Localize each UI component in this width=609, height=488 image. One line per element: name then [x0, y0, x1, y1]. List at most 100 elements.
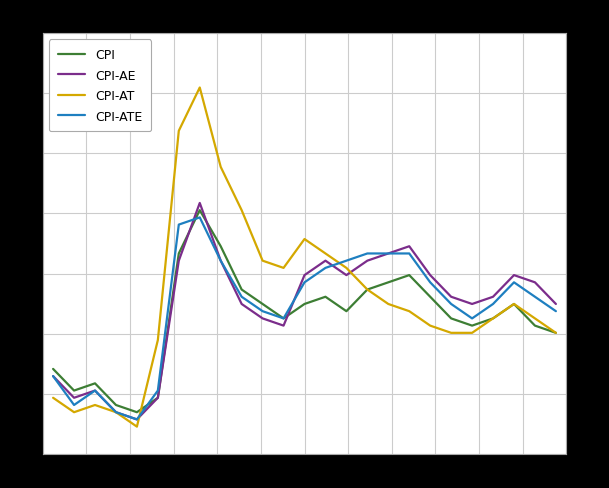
CPI [280, 316, 287, 322]
CPI-AE [426, 273, 434, 279]
CPI-AT [490, 316, 497, 322]
CPI-AT [406, 308, 413, 314]
CPI [468, 323, 476, 329]
CPI-AE [259, 316, 266, 322]
CPI [301, 302, 308, 307]
CPI [238, 287, 245, 293]
CPI-ATE [259, 308, 266, 314]
CPI [490, 316, 497, 322]
CPI-AE [301, 273, 308, 279]
CPI-ATE [301, 280, 308, 285]
CPI [448, 316, 455, 322]
Line: CPI-ATE: CPI-ATE [53, 218, 556, 420]
Line: CPI-AE: CPI-AE [53, 203, 556, 420]
CPI-AT [510, 302, 518, 307]
CPI-AE [154, 395, 161, 401]
CPI [385, 280, 392, 285]
CPI-AE [91, 388, 99, 394]
CPI-AE [406, 244, 413, 250]
CPI-ATE [91, 388, 99, 394]
CPI [510, 302, 518, 307]
CPI-ATE [322, 265, 329, 271]
CPI-AT [49, 395, 57, 401]
CPI [406, 273, 413, 279]
CPI-AE [112, 409, 119, 415]
CPI-AT [364, 287, 371, 293]
CPI-AE [490, 294, 497, 300]
CPI-ATE [552, 308, 560, 314]
CPI-ATE [343, 258, 350, 264]
CPI-AE [175, 258, 183, 264]
CPI-AE [448, 294, 455, 300]
CPI-AE [343, 273, 350, 279]
CPI [49, 366, 57, 372]
CPI-AE [322, 258, 329, 264]
CPI-AE [468, 302, 476, 307]
CPI [133, 409, 141, 415]
Legend: CPI, CPI-AE, CPI-AT, CPI-ATE: CPI, CPI-AE, CPI-AT, CPI-ATE [49, 41, 151, 132]
CPI-AT [322, 251, 329, 257]
CPI-ATE [531, 294, 538, 300]
CPI [71, 388, 78, 394]
CPI-AT [259, 258, 266, 264]
CPI-ATE [112, 409, 119, 415]
CPI-ATE [406, 251, 413, 257]
CPI-ATE [490, 302, 497, 307]
CPI-AT [468, 330, 476, 336]
CPI-AT [426, 323, 434, 329]
CPI-ATE [196, 215, 203, 221]
Line: CPI-AT: CPI-AT [53, 88, 556, 427]
CPI-ATE [280, 316, 287, 322]
CPI-AE [49, 373, 57, 379]
CPI [259, 302, 266, 307]
CPI-AE [510, 273, 518, 279]
CPI-AT [91, 402, 99, 408]
CPI-AT [112, 409, 119, 415]
CPI-AT [448, 330, 455, 336]
CPI-ATE [385, 251, 392, 257]
CPI-AT [280, 265, 287, 271]
CPI-AT [175, 129, 183, 135]
CPI-AE [217, 258, 224, 264]
CPI-AE [196, 201, 203, 206]
CPI [426, 294, 434, 300]
CPI [112, 402, 119, 408]
CPI-AT [196, 85, 203, 91]
CPI-ATE [154, 388, 161, 394]
CPI-AE [280, 323, 287, 329]
CPI-AE [238, 302, 245, 307]
CPI-ATE [71, 402, 78, 408]
CPI-ATE [133, 417, 141, 423]
CPI-AT [343, 265, 350, 271]
CPI-AT [238, 208, 245, 214]
Line: CPI: CPI [53, 211, 556, 412]
CPI [217, 244, 224, 250]
CPI-AT [301, 237, 308, 243]
CPI [322, 294, 329, 300]
CPI-ATE [426, 280, 434, 285]
CPI [364, 287, 371, 293]
CPI-AT [154, 337, 161, 343]
CPI-ATE [238, 294, 245, 300]
CPI-AT [133, 424, 141, 430]
CPI-AE [552, 302, 560, 307]
CPI-AE [385, 251, 392, 257]
CPI-AT [531, 316, 538, 322]
CPI-ATE [175, 222, 183, 228]
CPI-AT [552, 330, 560, 336]
CPI-ATE [364, 251, 371, 257]
CPI [343, 308, 350, 314]
CPI [552, 330, 560, 336]
CPI [154, 395, 161, 401]
CPI-AE [364, 258, 371, 264]
CPI [196, 208, 203, 214]
CPI-ATE [49, 373, 57, 379]
CPI-AT [217, 164, 224, 170]
CPI-AE [71, 395, 78, 401]
CPI-ATE [217, 258, 224, 264]
CPI-AE [531, 280, 538, 285]
CPI-ATE [468, 316, 476, 322]
CPI [91, 381, 99, 386]
CPI-AT [385, 302, 392, 307]
CPI-AT [71, 409, 78, 415]
